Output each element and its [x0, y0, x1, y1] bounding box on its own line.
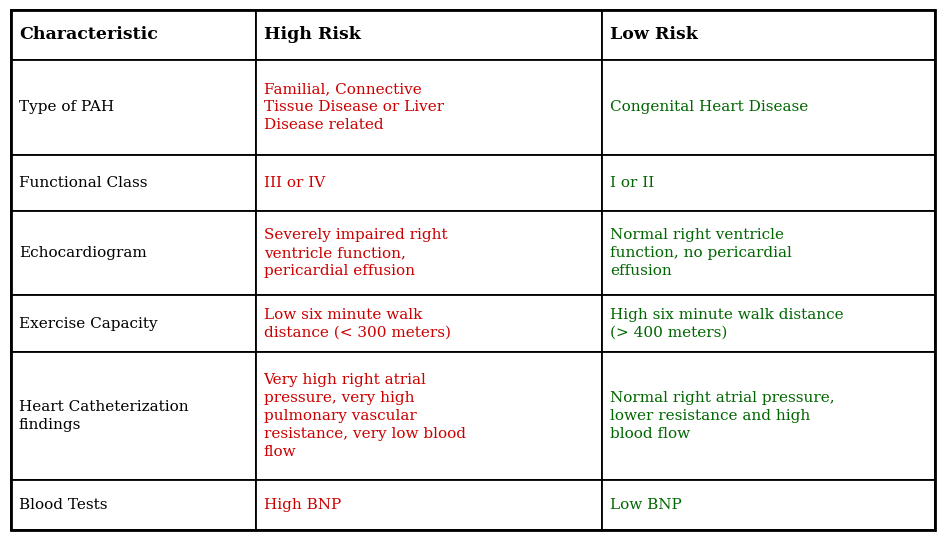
Bar — [11, 60, 256, 154]
Text: I or II: I or II — [610, 176, 654, 190]
Text: High BNP: High BNP — [264, 498, 341, 512]
Bar — [11, 10, 256, 60]
Text: III or IV: III or IV — [264, 176, 324, 190]
Bar — [256, 211, 603, 295]
Bar — [603, 480, 935, 530]
Bar — [603, 10, 935, 60]
Bar — [11, 480, 256, 530]
Bar — [256, 480, 603, 530]
Text: Low BNP: Low BNP — [610, 498, 681, 512]
Bar — [11, 295, 256, 352]
Text: Low six minute walk
distance (< 300 meters): Low six minute walk distance (< 300 mete… — [264, 308, 450, 340]
Text: Characteristic: Characteristic — [19, 26, 158, 43]
Text: Low Risk: Low Risk — [610, 26, 698, 43]
Bar — [256, 295, 603, 352]
Text: Blood Tests: Blood Tests — [19, 498, 108, 512]
Text: Exercise Capacity: Exercise Capacity — [19, 316, 158, 330]
Bar — [256, 10, 603, 60]
Text: Heart Catheterization
findings: Heart Catheterization findings — [19, 400, 188, 432]
Text: Normal right ventricle
function, no pericardial
effusion: Normal right ventricle function, no peri… — [610, 228, 792, 278]
Text: Type of PAH: Type of PAH — [19, 100, 114, 114]
Bar — [603, 154, 935, 211]
Bar — [603, 211, 935, 295]
Bar — [256, 154, 603, 211]
Bar — [603, 60, 935, 154]
Text: Normal right atrial pressure,
lower resistance and high
blood flow: Normal right atrial pressure, lower resi… — [610, 391, 834, 441]
Bar — [256, 60, 603, 154]
Text: High Risk: High Risk — [264, 26, 360, 43]
Text: Very high right atrial
pressure, very high
pulmonary vascular
resistance, very l: Very high right atrial pressure, very hi… — [264, 373, 465, 458]
Text: Functional Class: Functional Class — [19, 176, 148, 190]
Bar — [603, 295, 935, 352]
Text: Echocardiogram: Echocardiogram — [19, 246, 147, 260]
Bar — [603, 352, 935, 480]
Text: High six minute walk distance
(> 400 meters): High six minute walk distance (> 400 met… — [610, 308, 844, 340]
Bar — [256, 352, 603, 480]
Text: Severely impaired right
ventricle function,
pericardial effusion: Severely impaired right ventricle functi… — [264, 228, 447, 278]
Bar — [11, 352, 256, 480]
Text: Familial, Connective
Tissue Disease or Liver
Disease related: Familial, Connective Tissue Disease or L… — [264, 83, 444, 132]
Bar — [11, 211, 256, 295]
Bar — [11, 154, 256, 211]
Text: Congenital Heart Disease: Congenital Heart Disease — [610, 100, 808, 114]
